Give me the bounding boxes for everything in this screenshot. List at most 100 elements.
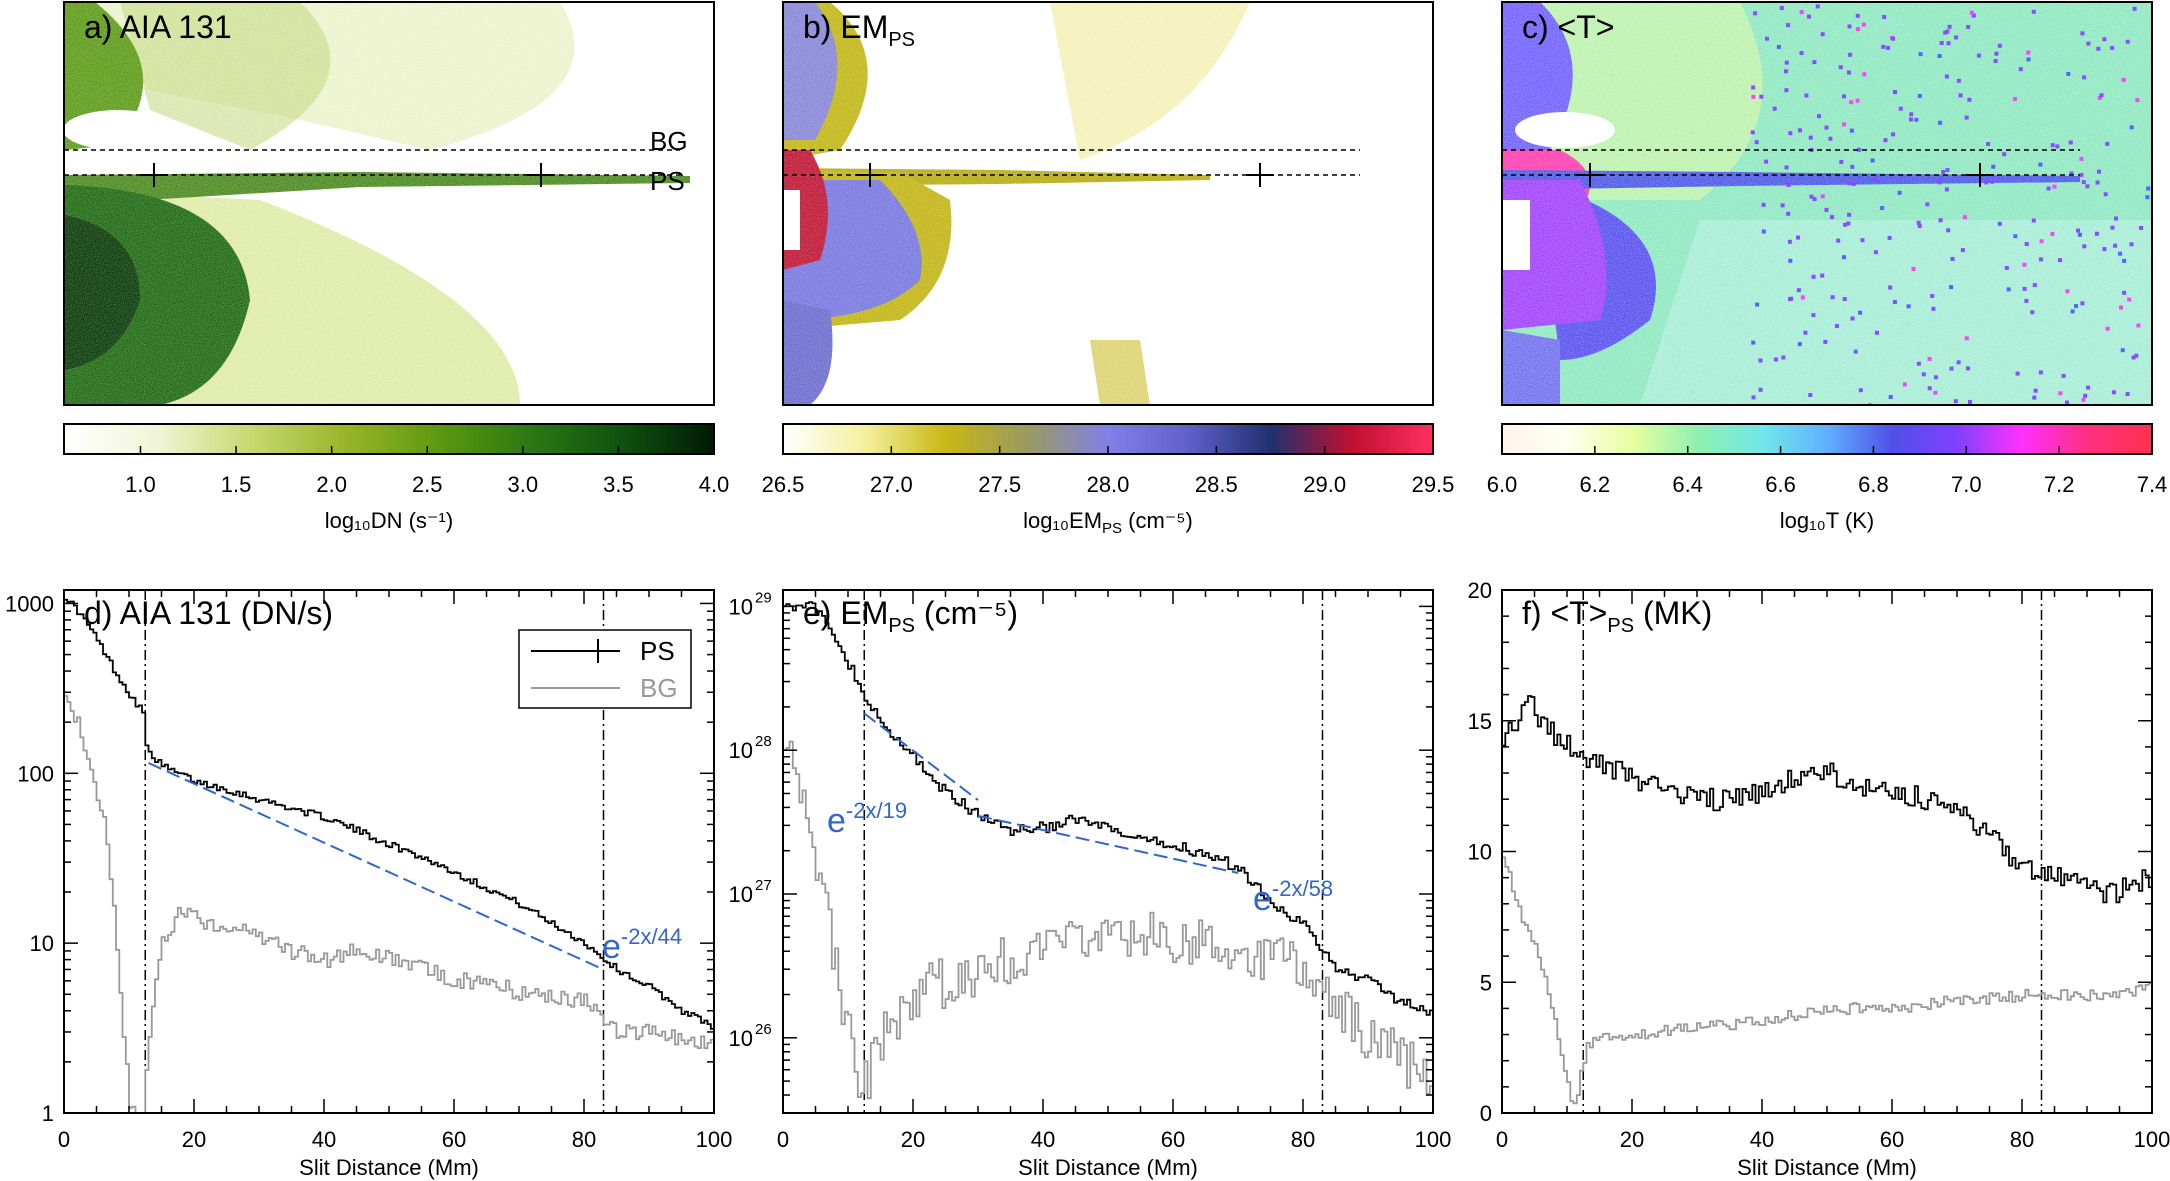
speck-pixel — [1847, 70, 1851, 75]
marker-cross — [140, 163, 168, 187]
speck-pixel — [2055, 144, 2060, 149]
speck-pixel — [1893, 90, 1897, 95]
speck-pixel — [1849, 100, 1854, 105]
speck-pixel — [1812, 197, 1817, 202]
speck-pixel — [1994, 51, 1999, 56]
speck-pixel — [2136, 323, 2141, 328]
colorbar-tick-label: 3.5 — [603, 472, 634, 497]
colorbar-tick-label: 7.0 — [1951, 472, 1982, 497]
speck-pixel — [1963, 215, 1967, 220]
speck-pixel — [1916, 361, 1921, 366]
speck-pixel — [1781, 355, 1786, 360]
speck-pixel — [1969, 10, 1974, 15]
speck-pixel — [1815, 4, 1820, 9]
speck-pixel — [1990, 179, 1995, 184]
speck-pixel — [1855, 27, 1860, 32]
colorbar-tick-label: 3.0 — [508, 472, 539, 497]
x-tick-label: 0 — [777, 1127, 789, 1152]
legend-ps: PS — [640, 636, 675, 666]
y-tick-label: 20 — [1468, 578, 1492, 603]
speck-pixel — [2083, 393, 2088, 398]
speck-pixel — [1828, 136, 1833, 141]
speck-pixel — [1838, 65, 1843, 70]
speck-pixel — [1849, 128, 1854, 133]
speck-pixel — [2074, 304, 2078, 309]
x-tick-label: 20 — [182, 1127, 206, 1152]
speck-pixel — [1997, 221, 2002, 226]
speck-pixel — [1956, 78, 1961, 83]
speck-pixel — [1765, 36, 1769, 41]
speck-pixel — [1820, 273, 1825, 278]
fit-line — [977, 814, 1239, 874]
speck-pixel — [1808, 135, 1813, 140]
colorbar-tick-label: 6.0 — [1487, 472, 1518, 497]
speck-pixel — [1807, 14, 1811, 19]
speck-pixel — [1925, 202, 1930, 207]
speck-pixel — [2082, 75, 2087, 80]
x-tick-label: 40 — [1750, 1127, 1774, 1152]
colorbar-tick-label: 2.0 — [316, 472, 347, 497]
y-tick-exponent: 29 — [755, 589, 772, 606]
speck-pixel — [1780, 203, 1785, 208]
speck-pixel — [2026, 57, 2031, 62]
y-tick-label: 10 — [1468, 840, 1492, 865]
fit-label-d: e-2x/44 — [602, 924, 682, 966]
speck-pixel — [1751, 94, 1756, 99]
speck-pixel — [1784, 88, 1789, 93]
speck-pixel — [2022, 262, 2027, 267]
speck-pixel — [1971, 13, 1976, 18]
colorbar-a-gradient — [63, 423, 715, 455]
colorbar-c-title: log₁₀T (K) — [1780, 508, 1874, 533]
speck-pixel — [2058, 391, 2063, 396]
y-tick-label: 1000 — [5, 591, 54, 616]
speck-pixel — [1993, 59, 1998, 63]
colorbar-tick-label: 6.8 — [1858, 472, 1889, 497]
speck-pixel — [1954, 35, 1959, 40]
speck-pixel — [2032, 283, 2037, 288]
speck-pixel — [1850, 316, 1855, 321]
speck-pixel — [1789, 296, 1794, 301]
colorbar-tick-label: 28.0 — [1087, 472, 1130, 497]
speck-pixel — [1843, 222, 1847, 227]
speck-pixel — [1873, 250, 1878, 255]
speck-pixel — [1875, 330, 1879, 335]
speck-pixel — [1882, 15, 1887, 19]
speck-pixel — [2102, 37, 2107, 42]
speck-pixel — [2039, 239, 2044, 244]
plot-panel-f: 0 20 40 60 80 100 Slit Distance (Mm) 0 5 10 15 20 f… — [1468, 578, 2170, 1180]
speck-pixel — [1787, 239, 1792, 244]
speck-pixel — [1820, 194, 1825, 199]
speck-pixel — [1786, 211, 1791, 216]
speck-pixel — [1886, 45, 1890, 50]
x-tick-label: 100 — [696, 1127, 733, 1152]
speck-pixel — [1938, 120, 1943, 125]
speck-pixel — [1917, 224, 1922, 229]
speck-pixel — [1976, 53, 1981, 58]
speck-pixel — [1991, 164, 1996, 169]
speck-pixel — [1751, 395, 1756, 400]
speck-pixel — [2080, 31, 2085, 36]
speck-pixel — [1939, 41, 1944, 45]
speck-pixel — [1824, 207, 1829, 212]
speck-pixel — [1933, 390, 1938, 395]
speck-pixel — [1847, 181, 1852, 186]
speck-pixel — [2122, 290, 2127, 295]
map-panel-c: c) <T> — [1501, 1, 2153, 406]
speck-pixel — [2061, 373, 2066, 378]
speck-pixel — [2145, 195, 2150, 200]
speck-pixel — [2103, 192, 2108, 197]
speck-pixel — [2050, 232, 2055, 236]
speck-pixel — [1842, 94, 1846, 99]
speck-pixel — [2077, 232, 2082, 237]
speck-pixel — [1847, 24, 1852, 29]
x-tick-label: 0 — [1496, 1127, 1508, 1152]
speck-pixel — [1921, 372, 1926, 377]
speck-pixel — [1914, 117, 1919, 122]
map-b-label: b) EMPS — [803, 9, 915, 51]
plot-panel-d: 0 20 40 60 80 100 Slit Distance (Mm) 1 10 100 1000… — [5, 589, 733, 1180]
speck-pixel — [1800, 295, 1805, 300]
marker-cross — [1966, 163, 1994, 187]
y-tick-label: 10 — [729, 738, 753, 763]
x-tick-label: 20 — [901, 1127, 925, 1152]
speck-pixel — [1984, 180, 1989, 185]
